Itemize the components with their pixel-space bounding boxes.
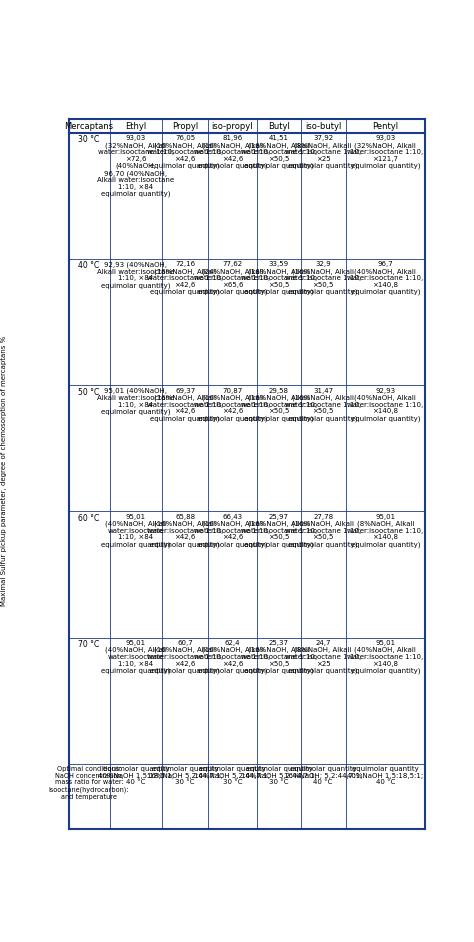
Text: 24,7
(8%NaOH, Alkali
water:isooctane 1:10,
×25
equimolar quantity): 24,7 (8%NaOH, Alkali water:isooctane 1:1… bbox=[285, 640, 361, 674]
Text: 95,01
(8%NaOH, Alkali
water:isooctane 1:10,
×140,8
equimolar quantity): 95,01 (8%NaOH, Alkali water:isooctane 1:… bbox=[347, 513, 423, 547]
Text: 76,05
(16%NaOH, Alkali
water:isooctane 1:10,
×42,6
equimolar quantity): 76,05 (16%NaOH, Alkali water:isooctane 1… bbox=[147, 136, 223, 170]
Text: equimolar quantity
16%NaOH; 5,2:44,7:1;
40 °C: equimolar quantity 16%NaOH; 5,2:44,7:1; … bbox=[284, 766, 362, 786]
Text: Ethyl: Ethyl bbox=[125, 122, 146, 131]
Text: 92,93 (40%NaOH,
Alkali water:isooctane
1:10, ×84
equimolar quantity): 92,93 (40%NaOH, Alkali water:isooctane 1… bbox=[97, 262, 174, 289]
Text: equimolar quantity
16%NaOH 5,2:44,7:1;
30 °C: equimolar quantity 16%NaOH 5,2:44,7:1; 3… bbox=[194, 766, 271, 786]
Text: equimolar quantity
40%NaOH 1,5:18,5:1;
40 °C: equimolar quantity 40%NaOH 1,5:18,5:1; 4… bbox=[347, 766, 423, 786]
Text: 60 °C: 60 °C bbox=[78, 513, 100, 523]
Text: 25,37
(16%NaOH, Alkali
water:isooctane 1:10,
×50,5
equimolar quantity): 25,37 (16%NaOH, Alkali water:isooctane 1… bbox=[241, 640, 317, 674]
Text: 62,4
(16%NaOH, Alkali
water:isooctane 1:10,
×42,6
equimolar quantity): 62,4 (16%NaOH, Alkali water:isooctane 1:… bbox=[194, 640, 271, 674]
Text: 81,96
(16%NaOH, Alkali
water:isooctane 1:10,
×42,6
equimolar quantity): 81,96 (16%NaOH, Alkali water:isooctane 1… bbox=[194, 136, 271, 170]
Text: 96,7
(40%NaOH, Alkali
water:isooctane 1:10,
×140,8
equimolar quantity): 96,7 (40%NaOH, Alkali water:isooctane 1:… bbox=[347, 262, 423, 296]
Text: 95,01
(40%NaOH, Alkali
water:isooctane
1:10, ×84
equimolar quantity): 95,01 (40%NaOH, Alkali water:isooctane 1… bbox=[101, 640, 171, 674]
Text: 40 °C: 40 °C bbox=[78, 262, 100, 270]
Text: 29,58
(16%NaOH, Alkali
water:isooctane 1:10,
×50,5
equimolar quantity): 29,58 (16%NaOH, Alkali water:isooctane 1… bbox=[241, 387, 317, 422]
Text: 69,37
(16%NaOH, Alkali
water:isooctane 1:10,
×42,6
equimolar quantity): 69,37 (16%NaOH, Alkali water:isooctane 1… bbox=[147, 387, 223, 422]
Text: 77,62
(24%NaOH, Alkali
water:isooctane 1:10,
×65,6
equimolar quantity): 77,62 (24%NaOH, Alkali water:isooctane 1… bbox=[194, 262, 271, 296]
Text: 32,9
(16%NaOH, Alkali
water:isooctane 1:10,
×50,5
equimolar quantity): 32,9 (16%NaOH, Alkali water:isooctane 1:… bbox=[285, 262, 361, 296]
Text: 33,59
(16%NaOH, Alkali
water:isooctane 1:10,
×50,5
equimolar quantity): 33,59 (16%NaOH, Alkali water:isooctane 1… bbox=[241, 262, 317, 296]
Text: Pentyl: Pentyl bbox=[372, 122, 398, 131]
Text: 95,01
(40%NaOH, Alkali
water:isooctane
1:10, ×84
equimolar quantity): 95,01 (40%NaOH, Alkali water:isooctane 1… bbox=[101, 513, 171, 547]
Text: 60,7
(16%NaOH, Alkali
water:isooctane 1:10,
×42,6
equimolar quantity): 60,7 (16%NaOH, Alkali water:isooctane 1:… bbox=[147, 640, 223, 674]
Text: Propyl: Propyl bbox=[172, 122, 198, 131]
Text: 50 °C: 50 °C bbox=[78, 387, 100, 397]
Text: equimolar quantity
16%NaOH 5,2:44,7:1;
30 °C: equimolar quantity 16%NaOH 5,2:44,7:1; 3… bbox=[147, 766, 223, 786]
Text: Maximal Sulfur pickup parameter, degree of chemosorption of mercaptans %: Maximal Sulfur pickup parameter, degree … bbox=[1, 336, 7, 606]
Text: 66,43
(16%NaOH, Alkali
water:isooctane 1:10,
×42,6
equimolar quantity): 66,43 (16%NaOH, Alkali water:isooctane 1… bbox=[194, 513, 271, 547]
Text: 41,51
(16%NaOH, Alkali
water:isooctane 1:10,
×50,5
equimolar quantity): 41,51 (16%NaOH, Alkali water:isooctane 1… bbox=[241, 136, 317, 170]
Text: 30 °C: 30 °C bbox=[78, 136, 100, 144]
Text: 70,87
(16%NaOH, Alkali
water:isooctane 1:10,
×42,6
equimolar quantity): 70,87 (16%NaOH, Alkali water:isooctane 1… bbox=[194, 387, 271, 422]
Text: Butyl: Butyl bbox=[268, 122, 290, 131]
Text: equimolar quantity
16%NaOH 5,2:44,7:1;
30 °C: equimolar quantity 16%NaOH 5,2:44,7:1; 3… bbox=[241, 766, 317, 786]
Text: 65,88
(16%NaOH, Alkali
water:isooctane 1:10,
×42,6
equimolar quantity): 65,88 (16%NaOH, Alkali water:isooctane 1… bbox=[147, 513, 223, 547]
Text: 37,92
(8%NaOH, Alkali
water:isooctane 1:10,
×25
equimolar quantity): 37,92 (8%NaOH, Alkali water:isooctane 1:… bbox=[285, 136, 361, 170]
Text: Mercaptans: Mercaptans bbox=[64, 122, 114, 131]
Text: 92,93
(40%NaOH, Alkali
water:isooctane 1:10,
×140,8
equimolar quantity): 92,93 (40%NaOH, Alkali water:isooctane 1… bbox=[347, 387, 423, 422]
Text: Optimal conditions:
NaOH concentration,
mass ratio for water:
isooctane(hydrocar: Optimal conditions: NaOH concentration, … bbox=[49, 766, 129, 800]
Text: 95,01 (40%NaOH,
Alkali water:isooctane
1:10, ×84
equimolar quantity): 95,01 (40%NaOH, Alkali water:isooctane 1… bbox=[97, 387, 174, 414]
Text: iso-butyl: iso-butyl bbox=[305, 122, 341, 131]
Text: 27,78
(16%NaOH, Alkali
water:isooctane 1:10,
×50,5
equimolar quantity): 27,78 (16%NaOH, Alkali water:isooctane 1… bbox=[285, 513, 361, 547]
Text: 70 °C: 70 °C bbox=[78, 640, 100, 649]
Text: 31,47
(16%NaOH, Alkali
water:isooctane 1:10,
×50,5
equimolar quantity): 31,47 (16%NaOH, Alkali water:isooctane 1… bbox=[285, 387, 361, 422]
Text: 93,03
(32%NaOH, Alkali
water:isooctane 1:10,
×72,6
(40%NaOH,
96,70 (40%NaOH,
Alk: 93,03 (32%NaOH, Alkali water:isooctane 1… bbox=[97, 136, 174, 198]
Text: 95,01
(40%NaOH, Alkali
water:isooctane 1:10,
×140,8
equimolar quantity): 95,01 (40%NaOH, Alkali water:isooctane 1… bbox=[347, 640, 423, 674]
Text: equimolar quantity
40%NaOH 1,5:18,5:1;
40 °C: equimolar quantity 40%NaOH 1,5:18,5:1; 4… bbox=[98, 766, 174, 786]
Text: 72,16
(16%NaOH, Alkali
water:isooctane 1:10,
×42,6
equimolar quantity): 72,16 (16%NaOH, Alkali water:isooctane 1… bbox=[147, 262, 223, 296]
Text: 25,97
(16%NaOH, Alkali
water:isooctane 1:10,
×50,5
equimolar quantity): 25,97 (16%NaOH, Alkali water:isooctane 1… bbox=[241, 513, 317, 547]
Text: 93,03
(32%NaOH, Alkali
water:isooctane 1:10,
×121,7
equimolar quantity): 93,03 (32%NaOH, Alkali water:isooctane 1… bbox=[347, 136, 423, 170]
Text: iso-propyl: iso-propyl bbox=[212, 122, 253, 131]
